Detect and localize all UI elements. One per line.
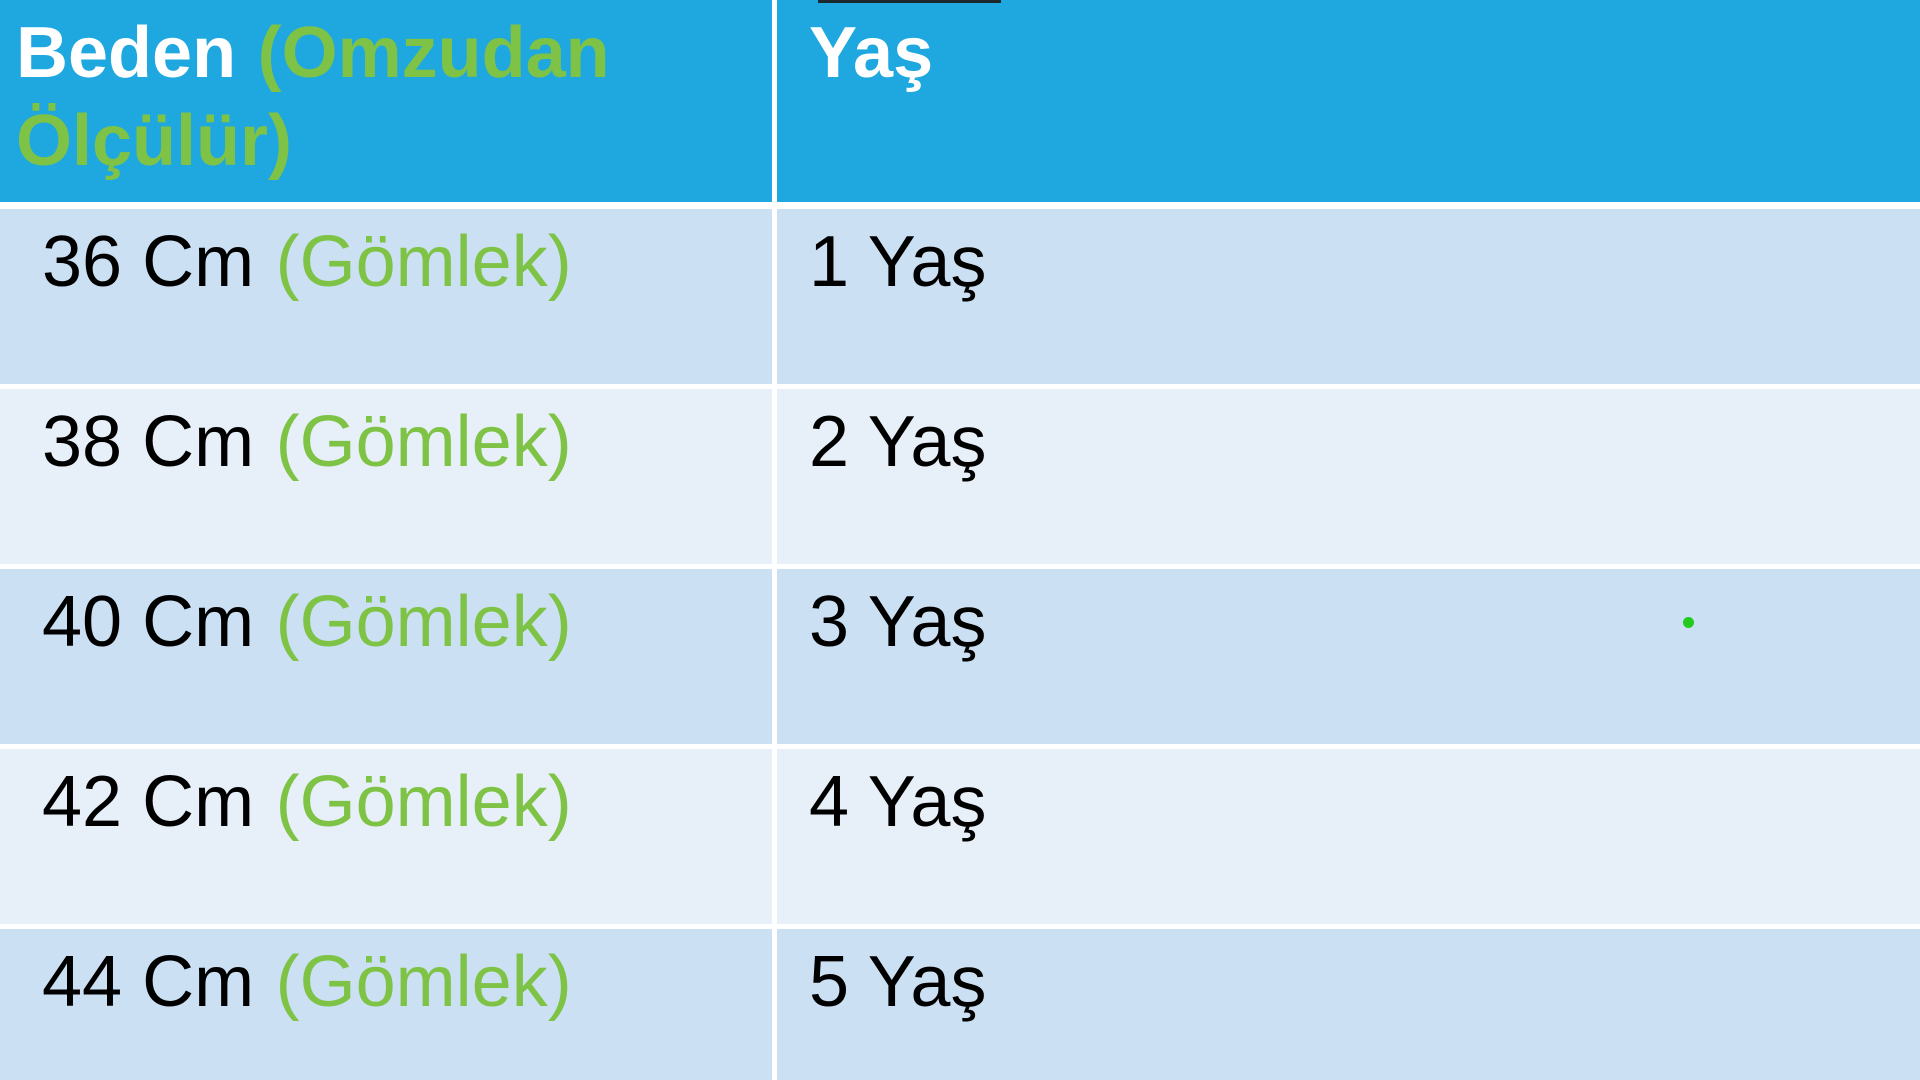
header-size-main: Beden — [16, 13, 237, 93]
table-row: 40 Cm (Gömlek) 3 Yaş — [0, 569, 1920, 744]
size-value: 40 Cm — [42, 582, 255, 662]
age-cell: 1 Yaş — [777, 209, 1920, 384]
size-cell: 40 Cm (Gömlek) — [0, 569, 777, 744]
size-cell: 44 Cm (Gömlek) — [0, 929, 777, 1080]
table-row: 38 Cm (Gömlek) 2 Yaş — [0, 389, 1920, 564]
size-cell: 38 Cm (Gömlek) — [0, 389, 777, 564]
table-header-row: Beden (Omzudan Ölçülür) Yaş — [0, 0, 1920, 202]
green-dot — [1683, 617, 1694, 628]
size-note: (Gömlek) — [275, 222, 572, 302]
header-cell-size: Beden (Omzudan Ölçülür) — [0, 0, 777, 202]
header-size-accent: (Omzudan Ölçülür) — [16, 13, 610, 181]
size-note: (Gömlek) — [275, 582, 572, 662]
size-value: 38 Cm — [42, 402, 255, 482]
table-row: 44 Cm (Gömlek) 5 Yaş — [0, 929, 1920, 1080]
size-value: 44 Cm — [42, 942, 255, 1022]
age-value: 1 Yaş — [809, 222, 987, 302]
header-age-label: Yaş — [809, 13, 934, 93]
age-cell: 5 Yaş — [777, 929, 1920, 1080]
size-note: (Gömlek) — [275, 942, 572, 1022]
age-value: 3 Yaş — [809, 582, 987, 662]
age-value: 4 Yaş — [809, 762, 987, 842]
age-cell: 3 Yaş — [777, 569, 1920, 744]
size-value: 42 Cm — [42, 762, 255, 842]
table-body: 36 Cm (Gömlek) 1 Yaş 38 Cm (Gömlek) 2 Yaş … — [0, 209, 1920, 1080]
age-cell: 2 Yaş — [777, 389, 1920, 564]
top-edge-line — [818, 0, 1001, 3]
table-row: 42 Cm (Gömlek) 4 Yaş — [0, 749, 1920, 924]
age-value: 5 Yaş — [809, 942, 987, 1022]
size-note: (Gömlek) — [275, 402, 572, 482]
size-cell: 42 Cm (Gömlek) — [0, 749, 777, 924]
table-row: 36 Cm (Gömlek) 1 Yaş — [0, 209, 1920, 384]
size-note: (Gömlek) — [275, 762, 572, 842]
size-value: 36 Cm — [42, 222, 255, 302]
size-cell: 36 Cm (Gömlek) — [0, 209, 777, 384]
header-cell-age: Yaş — [777, 0, 1920, 202]
age-value: 2 Yaş — [809, 402, 987, 482]
age-cell: 4 Yaş — [777, 749, 1920, 924]
